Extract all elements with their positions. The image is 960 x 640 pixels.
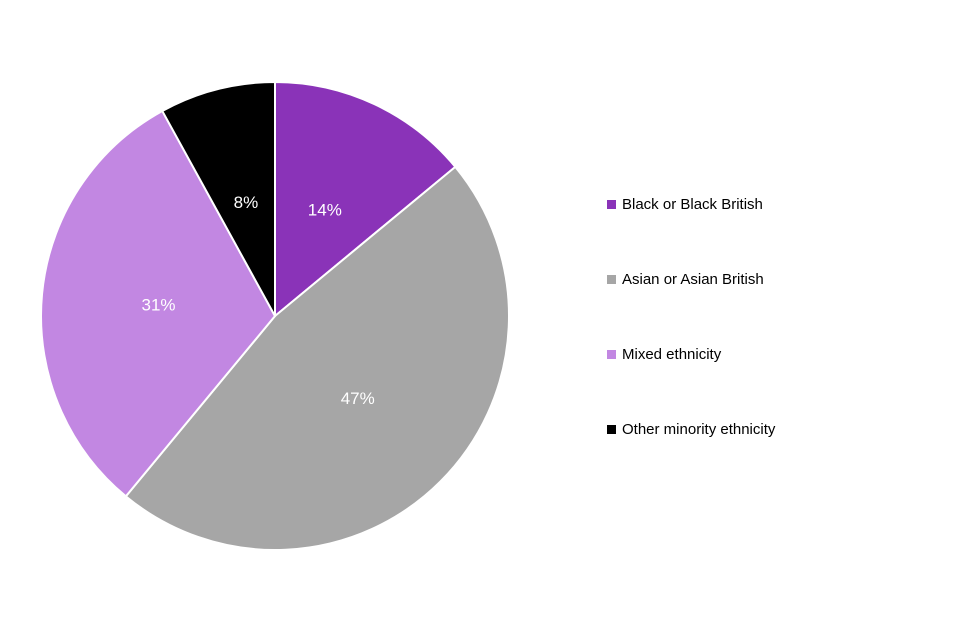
pie-data-label: 8% [234, 193, 259, 212]
legend-label: Asian or Asian British [622, 270, 764, 288]
legend: Black or Black British Asian or Asian Br… [607, 194, 775, 494]
legend-swatch-icon [607, 199, 616, 209]
legend-swatch-icon [607, 424, 616, 434]
legend-item: Other minority ethnicity [607, 419, 775, 439]
pie-data-label: 14% [308, 201, 342, 220]
pie-slice-other-minority-ethnicity [161, 81, 276, 317]
legend-item: Asian or Asian British [607, 269, 775, 289]
pie-slice-black-or-black-british [274, 81, 457, 317]
legend-label: Mixed ethnicity [622, 345, 722, 363]
legend-label: Black or Black British [622, 195, 763, 213]
pie-data-label: 31% [142, 295, 176, 314]
legend-item: Black or Black British [607, 194, 775, 214]
legend-item: Mixed ethnicity [607, 344, 775, 364]
pie-data-label: 47% [341, 389, 375, 408]
pie-slice-mixed-ethnicity [40, 109, 276, 498]
legend-swatch-icon [607, 274, 616, 284]
legend-label: Other minority ethnicity [622, 420, 776, 438]
legend-swatch-icon [607, 349, 616, 359]
pie-slice-asian-or-asian-british [124, 165, 510, 551]
